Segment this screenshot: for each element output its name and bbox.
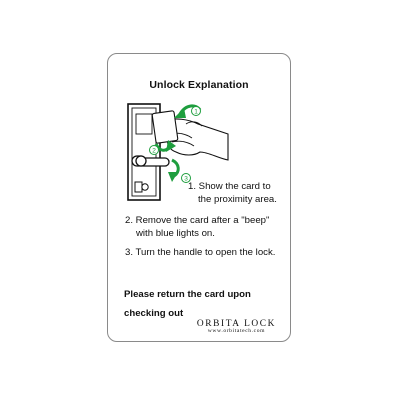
step-2-line-2: with blue lights on. [136, 227, 215, 239]
svg-text:3: 3 [184, 176, 188, 183]
return-notice-line-2: checking out [124, 308, 184, 319]
card-icon [151, 110, 179, 144]
lock-illustration: 1 2 3 [127, 103, 229, 201]
return-notice: Please return the card upon checking out [124, 285, 284, 323]
step-1-line-1: 1. Show the card to [188, 181, 271, 192]
marker-3-icon: 3 [181, 173, 191, 183]
marker-1-icon: 1 [191, 106, 201, 116]
lock-plate [127, 103, 161, 201]
brand-block: ORBITA LOCK www.orbitatech.com [197, 319, 276, 334]
step-3-line-1: 3. Turn the handle to open the lock. [125, 247, 276, 258]
brand-url: www.orbitatech.com [207, 328, 266, 334]
brand-name: ORBITA LOCK [196, 319, 276, 329]
card-title: Unlock Explanation [149, 79, 249, 91]
svg-text:1: 1 [194, 109, 198, 116]
step-3: 3. Turn the handle to open the lock. [125, 247, 290, 260]
step-2-line-1: 2. Remove the card after a "beep" [125, 215, 270, 226]
step-1-line-2: the proximity area. [198, 193, 277, 205]
step-2: 2. Remove the card after a "beep" with b… [125, 215, 290, 240]
key-card: Unlock Explanation 1 2 [107, 53, 291, 342]
svg-text:2: 2 [152, 148, 156, 155]
return-notice-line-1: Please return the card upon [124, 289, 251, 300]
marker-2-icon: 2 [149, 145, 159, 155]
step-1: 1. Show the card to the proximity area. [188, 181, 288, 206]
